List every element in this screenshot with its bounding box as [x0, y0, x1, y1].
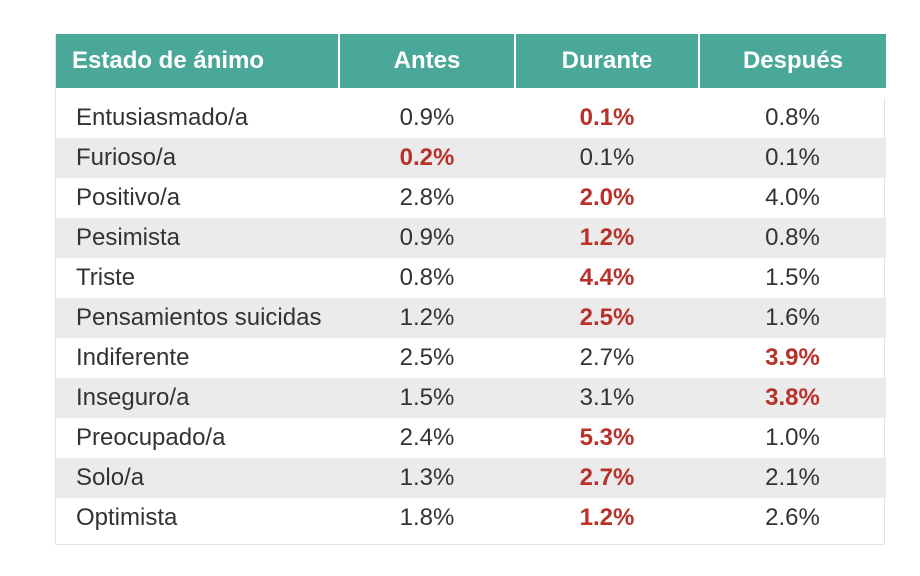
header-mood: Estado de ánimo	[56, 34, 340, 88]
value-after: 1.0%	[765, 424, 820, 451]
value-after: 0.1%	[699, 138, 886, 178]
value-before: 0.9%	[399, 104, 455, 131]
table-body: Entusiasmado/a 0.9% 0.1% 0.8% Furioso/a 0.2% 0…	[56, 88, 886, 544]
value-during: 2.7%	[579, 344, 635, 371]
value-after: 1.6%	[699, 298, 886, 338]
value-during: 3.1%	[515, 378, 699, 418]
table-row: Pesimista 0.9% 1.2% 0.8%	[56, 218, 886, 258]
value-before: 0.9%	[339, 218, 515, 258]
value-during: 2.7%	[515, 458, 699, 498]
mood-label: Pesimista	[56, 218, 339, 258]
table-row: Optimista 1.8% 1.2% 2.6%	[56, 498, 886, 538]
mood-label: Inseguro/a	[56, 378, 339, 418]
value-after: 2.6%	[765, 504, 820, 531]
header-during: Durante	[515, 34, 700, 88]
value-during: 1.2%	[515, 218, 699, 258]
value-before: 0.2%	[339, 138, 515, 178]
value-during: 4.4%	[579, 264, 635, 291]
header-after: Después	[699, 34, 886, 88]
mood-table: Estado de ánimo Antes Durante Después En…	[55, 34, 886, 545]
table-row: Solo/a 1.3% 2.7% 2.1%	[56, 458, 886, 498]
table-row: Inseguro/a 1.5% 3.1% 3.8%	[56, 378, 886, 418]
table-row: Furioso/a 0.2% 0.1% 0.1%	[56, 138, 886, 178]
value-during: 2.0%	[579, 184, 635, 211]
value-after: 0.8%	[699, 218, 886, 258]
value-before: 1.3%	[339, 458, 515, 498]
value-before: 1.5%	[339, 378, 515, 418]
value-after: 3.8%	[699, 378, 886, 418]
table-row: Preocupado/a 2.4% 5.3% 1.0%	[56, 418, 886, 458]
value-during: 0.1%	[515, 138, 699, 178]
header-spacer	[56, 88, 886, 98]
value-during: 2.5%	[515, 298, 699, 338]
bottom-spacer	[56, 538, 886, 544]
value-during: 1.2%	[579, 504, 635, 531]
mood-table-grid: Estado de ánimo Antes Durante Después En…	[56, 34, 886, 544]
table-row: Indiferente 2.5% 2.7% 3.9%	[56, 338, 886, 378]
table-row: Pensamientos suicidas 1.2% 2.5% 1.6%	[56, 298, 886, 338]
table-row: Positivo/a 2.8% 2.0% 4.0%	[56, 178, 886, 218]
value-after: 3.9%	[765, 344, 820, 371]
value-after: 1.5%	[765, 264, 820, 291]
value-during: 0.1%	[579, 104, 635, 131]
mood-label: Triste	[76, 264, 136, 291]
value-after: 0.8%	[765, 104, 820, 131]
mood-label: Positivo/a	[76, 184, 181, 211]
value-before: 1.2%	[339, 298, 515, 338]
value-after: 4.0%	[765, 184, 820, 211]
header-row: Estado de ánimo Antes Durante Después	[56, 34, 886, 88]
header-before: Antes	[339, 34, 516, 88]
mood-label: Entusiasmado/a	[76, 104, 249, 131]
value-before: 0.8%	[399, 264, 455, 291]
mood-label: Pensamientos suicidas	[56, 298, 339, 338]
value-before: 2.5%	[399, 344, 455, 371]
value-before: 2.4%	[399, 424, 455, 451]
table-row: Triste 0.8% 4.4% 1.5%	[56, 258, 886, 298]
value-after: 2.1%	[699, 458, 886, 498]
value-before: 1.8%	[399, 504, 455, 531]
mood-label: Indiferente	[76, 344, 190, 371]
mood-label: Preocupado/a	[76, 424, 226, 451]
mood-label: Furioso/a	[56, 138, 339, 178]
table-row: Entusiasmado/a 0.9% 0.1% 0.8%	[56, 98, 886, 138]
value-before: 2.8%	[399, 184, 455, 211]
mood-label: Optimista	[76, 504, 178, 531]
mood-label: Solo/a	[56, 458, 339, 498]
value-during: 5.3%	[579, 424, 635, 451]
